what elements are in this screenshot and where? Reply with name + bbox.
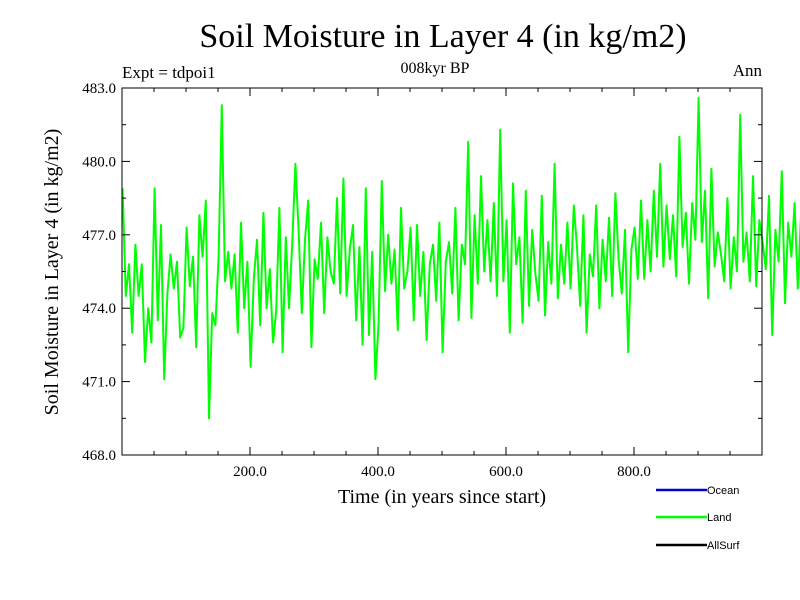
y-axis-label: Soil Moisture in Layer 4 (in kg/m2) xyxy=(41,129,63,416)
chart-subtitle: 008kyr BP xyxy=(401,60,470,77)
x-tick-label: 800.0 xyxy=(617,464,651,480)
x-tick-label: 200.0 xyxy=(233,464,267,480)
chart-title: Soil Moisture in Layer 4 (in kg/m2) xyxy=(199,18,686,55)
x-axis-label: Time (in years since start) xyxy=(338,486,546,508)
series-line-land xyxy=(121,96,800,420)
axes xyxy=(121,87,763,456)
legend-label-allsurf: AllSurf xyxy=(707,540,740,552)
season-label: Ann xyxy=(733,61,763,80)
legend-label-land: Land xyxy=(707,512,731,524)
legend-label-ocean: Ocean xyxy=(707,485,739,497)
y-tick-label: 468.0 xyxy=(82,448,116,464)
experiment-label: Expt = tdpoi1 xyxy=(122,63,216,82)
legend: Ocean Land AllSurf xyxy=(656,485,740,552)
x-tick-label: 400.0 xyxy=(361,464,395,480)
y-tick-label: 471.0 xyxy=(82,375,116,391)
y-tick-label: 477.0 xyxy=(82,228,116,244)
y-tick-label: 483.0 xyxy=(82,81,116,97)
plot-series xyxy=(121,96,800,420)
tick-labels: 200.0 400.0 600.0 800.0 468.0 471.0 474.0 477.0… xyxy=(82,81,651,480)
y-tick-label: 474.0 xyxy=(82,301,116,317)
y-tick-label: 480.0 xyxy=(82,154,116,170)
x-tick-label: 600.0 xyxy=(489,464,523,480)
